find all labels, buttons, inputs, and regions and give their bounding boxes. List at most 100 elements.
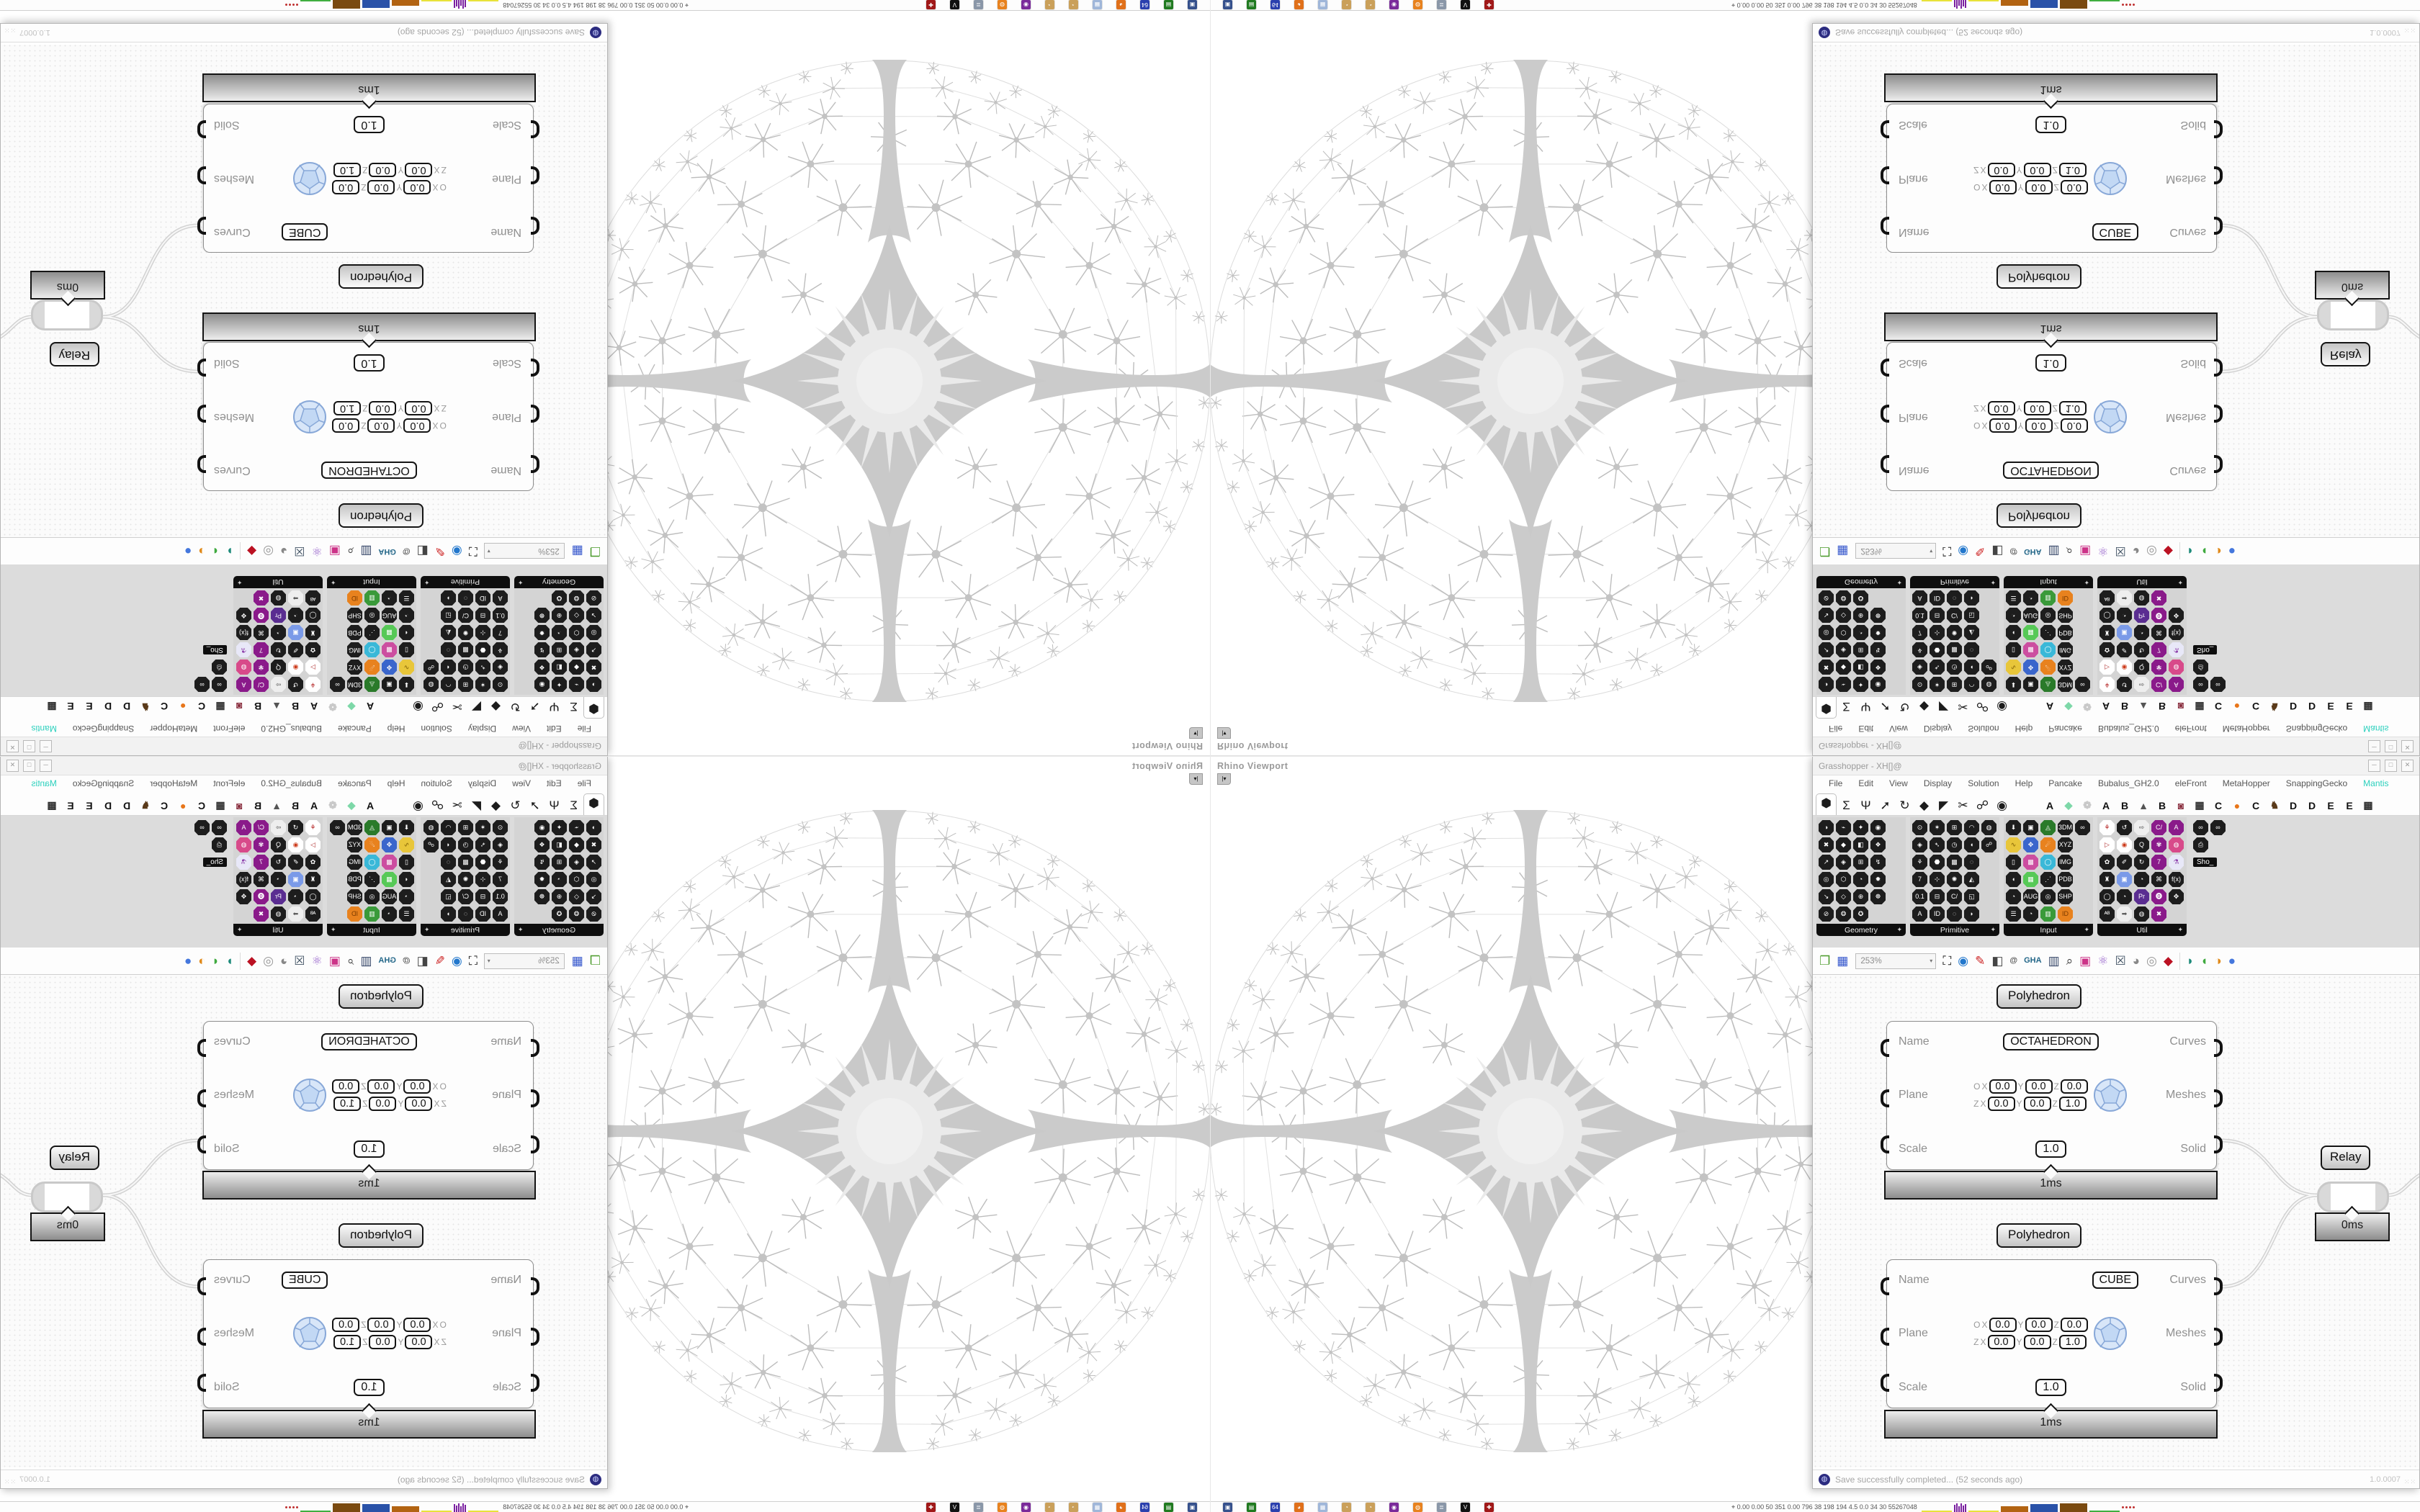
half-orange-icon[interactable]: ◑ (2214, 544, 2222, 558)
component-icon[interactable]: ◍ (424, 677, 439, 692)
plugin-tab[interactable]: B (2158, 800, 2166, 811)
plugin-tab[interactable]: ◆ (2064, 701, 2073, 713)
open-file-icon[interactable]: ❐ (1819, 544, 1831, 558)
plane-oy[interactable]: 0.0 (367, 418, 395, 433)
scale-value[interactable]: 1.0 (2035, 1140, 2066, 1158)
calculator-app-icon[interactable]: ▦ (1318, 0, 1327, 9)
plane-ox[interactable]: 0.0 (1989, 1079, 2017, 1094)
output-port-solid[interactable] (197, 359, 206, 377)
plane-zz[interactable]: 1.0 (333, 1097, 362, 1112)
sketch-pen-icon[interactable]: ✎ (434, 544, 445, 558)
component-icon[interactable]: ◌ (1964, 642, 1979, 657)
component-icon[interactable]: ⊟ (475, 608, 490, 623)
menu-item-file[interactable]: File (1829, 778, 1843, 788)
component-icon[interactable]: ▯ (2006, 855, 2021, 870)
component-icon[interactable]: XYZ (2058, 660, 2073, 675)
component-icon[interactable]: ✥ (2169, 889, 2184, 904)
component-icon[interactable]: IMG (2058, 855, 2073, 870)
menu-item-edit[interactable]: Edit (1858, 778, 1874, 788)
component-icon[interactable]: A (1912, 906, 1927, 922)
component-icon[interactable]: ↗ (1819, 642, 1834, 657)
component-icon[interactable]: ◖ (1964, 837, 1979, 852)
component-icon[interactable]: ∞ (330, 820, 345, 835)
output-port-curves[interactable] (2214, 1277, 2223, 1295)
plugin-tab[interactable]: ◙ (236, 800, 243, 811)
component-icon[interactable]: IMG (347, 855, 362, 870)
component-icon[interactable]: ◌ (441, 642, 456, 657)
ball-blue-icon[interactable]: ● (2228, 954, 2236, 968)
component-icon[interactable]: Pr (271, 889, 286, 904)
plane-zz[interactable]: 1.0 (2058, 162, 2087, 177)
component-icon[interactable]: ◬ (2040, 677, 2056, 692)
scale-value[interactable]: 1.0 (2035, 116, 2066, 134)
palette-title[interactable]: Util (272, 577, 284, 587)
scale-value[interactable]: 1.0 (2035, 1378, 2066, 1396)
component-icon[interactable]: ◆ (1836, 660, 1851, 675)
component-icon[interactable]: ∿ (399, 837, 414, 852)
component-icon[interactable]: ◑ (1819, 820, 1834, 835)
component-icon[interactable]: ◈ (493, 660, 508, 675)
component-icon[interactable]: ◠ (441, 820, 456, 835)
component-icon[interactable]: ◧ (552, 837, 567, 852)
component-icon[interactable]: ∿ (2006, 660, 2021, 675)
component-icon[interactable]: ◍ (271, 906, 286, 922)
blender-app-icon[interactable]: ◍ (998, 0, 1007, 9)
plugin-tab[interactable]: ◙ (2177, 800, 2184, 811)
bulb-icon[interactable]: ⚛ (311, 544, 323, 558)
component-icon[interactable]: ▩ (458, 642, 473, 657)
plugin-tab[interactable]: E (2327, 800, 2334, 811)
plugin-tab[interactable]: ● (2233, 701, 2241, 712)
component-icon[interactable]: ⓿ (2151, 608, 2166, 623)
component-icon[interactable]: ↯ (534, 855, 550, 870)
at-box-icon[interactable]: @ (402, 547, 411, 556)
component-icon[interactable]: ✹ (1870, 872, 1886, 887)
menu-item-pancake[interactable]: Pancake (2048, 724, 2082, 734)
palette2-app-icon[interactable]: ◔ (1366, 0, 1375, 9)
mini-palette-label[interactable]: Sho_ (2193, 858, 2218, 867)
component-icon[interactable]: ☍ (424, 837, 439, 852)
output-port-curves[interactable] (2214, 1039, 2223, 1057)
component-icon[interactable]: ⬡ (1836, 872, 1851, 887)
plugin-tab[interactable]: ▲ (272, 701, 282, 712)
component-icon[interactable]: ✾ (254, 837, 269, 852)
component-icon[interactable]: ⚘ (493, 642, 508, 657)
menu-item-display[interactable]: Display (1923, 724, 1953, 734)
spheres-icon[interactable]: ◕ (280, 954, 288, 968)
component-icon[interactable]: ◑ (1819, 677, 1834, 692)
component-icon[interactable]: ☍ (1981, 837, 1996, 852)
component-icon[interactable]: 7 (2151, 642, 2166, 657)
owl-app-icon[interactable]: ◉ (1389, 0, 1399, 9)
category-tab[interactable]: ◉ (413, 798, 424, 812)
category-tab[interactable]: Σ (1842, 798, 1850, 812)
component-icon[interactable]: ↗ (1819, 855, 1834, 870)
grasshopper-titlebar[interactable]: Grasshopper - XH[]@ ─ □ ✕ (1813, 737, 2419, 755)
component-icon[interactable]: C/ (2151, 820, 2166, 835)
plugin-tab[interactable]: D (122, 800, 131, 811)
component-icon[interactable]: PDB (2058, 625, 2073, 640)
component-icon[interactable]: ✺ (458, 872, 473, 887)
menu-item-solution[interactable]: Solution (421, 778, 452, 788)
component-icon[interactable]: ◖ (399, 872, 414, 887)
component-icon[interactable]: ▣ (2117, 625, 2132, 640)
component-icon[interactable]: ⚗ (2169, 642, 2184, 657)
component-icon[interactable]: ✖ (254, 590, 269, 606)
component-icon[interactable]: ◭ (1964, 872, 1979, 887)
component-icon[interactable]: ◌ (458, 906, 473, 922)
plane-oz[interactable]: 0.0 (332, 179, 360, 194)
component-icon[interactable]: ⊹ (1930, 625, 1945, 640)
maximize-button[interactable]: □ (2385, 740, 2397, 752)
category-tab[interactable]: ◤ (471, 798, 482, 812)
component-icon[interactable]: ◎ (364, 889, 380, 904)
zoom-level-input[interactable]: 253% ▾ (483, 953, 565, 969)
plugin-tab[interactable]: E (2346, 701, 2353, 712)
component-icon[interactable]: Q (2134, 660, 2149, 675)
component-icon[interactable]: ◔ (2134, 625, 2149, 640)
menu-item-pancake[interactable]: Pancake (338, 724, 372, 734)
component-icon[interactable]: f(x) (236, 625, 251, 640)
category-tab[interactable]: ☍ (431, 798, 444, 812)
menu-item-pancake[interactable]: Pancake (338, 778, 372, 788)
component-icon[interactable]: ⊘ (1819, 590, 1834, 606)
maximize-button[interactable]: □ (23, 740, 35, 752)
